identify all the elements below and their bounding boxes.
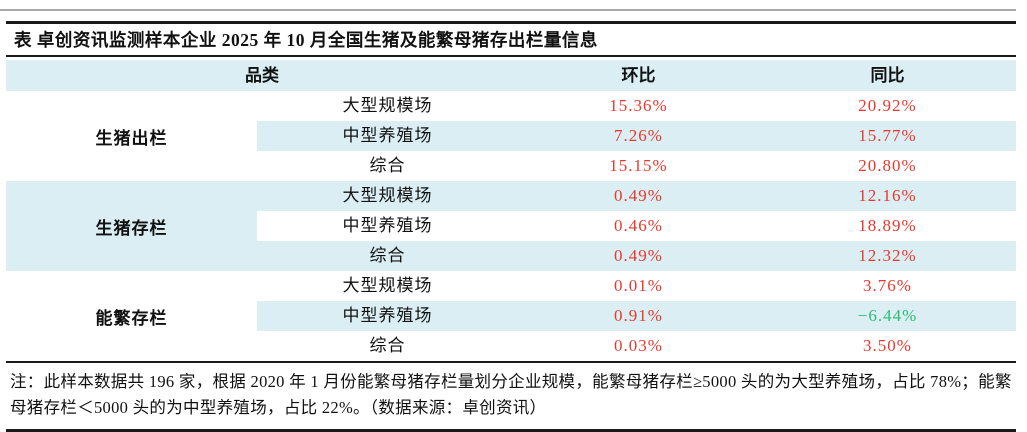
group-label: 生猪出栏 [95,128,168,148]
mom-value: 15.15% [609,156,668,175]
yoy-value: 12.32% [858,246,917,265]
table-row: 中型养殖场 7.26% 15.77% [257,121,1016,151]
table-row: 中型养殖场 0.91% −6.44% [257,301,1016,331]
table-row: 综合 0.03% 3.50% [257,331,1016,361]
mom-value: 0.01% [614,276,663,295]
group-pig-inventory: 生猪存栏 大型规模场 0.49% 12.16% 中型养殖场 0.46% 18.8… [6,181,1016,271]
yoy-value: 20.92% [858,96,917,115]
subcategory-label: 综合 [369,336,406,355]
mom-value: 0.46% [614,216,663,235]
mom-value: 0.03% [614,336,663,355]
yoy-value: 3.76% [863,276,912,295]
mom-value: 15.36% [609,96,668,115]
table-row: 大型规模场 0.49% 12.16% [257,181,1016,211]
table-footnote: 注：此样本数据共 196 家，根据 2020 年 1 月份能繁母猪存栏量划分企业… [6,361,1016,432]
table-header-row: 品类 环比 同比 [6,60,1016,91]
header-category: 品类 [245,66,279,85]
subcategory-label: 大型规模场 [342,186,433,205]
mom-value: 0.49% [614,186,663,205]
table-body: 生猪出栏 大型规模场 15.36% 20.92% 中型养殖场 7.26% 15.… [6,91,1016,361]
table-row: 综合 0.49% 12.32% [257,241,1016,271]
group-label: 生猪存栏 [95,218,168,238]
table-title: 表 卓创资讯监测样本企业 2025 年 10 月全国生猪及能繁母猪存出栏量信息 [6,21,1016,57]
table-row: 中型养殖场 0.46% 18.89% [257,211,1016,241]
top-divider-line [0,9,1016,11]
yoy-value: −6.44% [857,306,918,325]
subcategory-label: 综合 [369,156,406,175]
group-pig-output: 生猪出栏 大型规模场 15.36% 20.92% 中型养殖场 7.26% 15.… [6,91,1016,181]
yoy-value: 20.80% [858,156,917,175]
subcategory-label: 中型养殖场 [342,216,433,235]
subcategory-label: 综合 [369,246,406,265]
subcategory-label: 中型养殖场 [342,126,433,145]
yoy-value: 15.77% [858,126,917,145]
subcategory-label: 大型规模场 [342,276,433,295]
yoy-value: 3.50% [863,336,912,355]
table-row: 大型规模场 15.36% 20.92% [257,91,1016,121]
table-row: 大型规模场 0.01% 3.76% [257,271,1016,301]
mom-value: 0.49% [614,246,663,265]
report-table: 表 卓创资讯监测样本企业 2025 年 10 月全国生猪及能繁母猪存出栏量信息 … [6,21,1016,432]
header-mom: 环比 [621,66,656,85]
header-yoy: 同比 [870,66,905,85]
mom-value: 0.91% [614,306,663,325]
group-sow-inventory: 能繁存栏 大型规模场 0.01% 3.76% 中型养殖场 0.91% −6.44… [6,271,1016,361]
yoy-value: 12.16% [858,186,917,205]
group-label: 能繁存栏 [95,308,168,328]
subcategory-label: 大型规模场 [342,96,433,115]
table-row: 综合 15.15% 20.80% [257,151,1016,181]
yoy-value: 18.89% [858,216,917,235]
subcategory-label: 中型养殖场 [342,306,433,325]
mom-value: 7.26% [614,126,663,145]
